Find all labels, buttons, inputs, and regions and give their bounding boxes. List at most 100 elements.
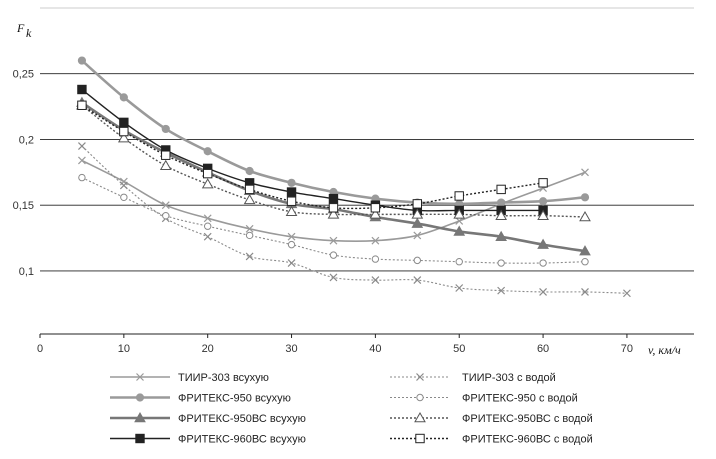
data-point — [579, 245, 591, 256]
tick-labels: 0,1 0,15 0,2 0,25 0 10 20 30 40 50 60 70 — [13, 69, 633, 355]
data-point — [580, 193, 590, 202]
data-point — [202, 168, 213, 179]
data-point — [203, 147, 212, 156]
legend-marker — [416, 373, 424, 381]
legend: ТИИР-303 всухую ФРИТЕКС-950 всухую ФРИТЕКС… — [110, 372, 593, 446]
data-point — [287, 178, 296, 187]
data-point — [161, 150, 171, 160]
data-point — [413, 276, 422, 285]
series-line — [81, 59, 586, 206]
data-point — [453, 208, 466, 219]
data-point — [287, 232, 296, 241]
legend-label: ФРИТЕКС-950 всухую — [178, 393, 291, 405]
legend-marker — [414, 411, 426, 423]
data-point — [369, 208, 382, 219]
data-point — [455, 284, 464, 292]
data-point — [413, 231, 422, 240]
x-tick-label: 30 — [285, 343, 297, 355]
data-point — [119, 177, 128, 186]
axes — [40, 7, 694, 335]
series-lines — [81, 59, 627, 294]
data-point — [78, 173, 86, 182]
legend-label: ФРИТЕКС-960ВС всухую — [178, 434, 306, 446]
data-point — [538, 178, 548, 188]
legend-marker — [135, 433, 145, 444]
data-point — [329, 273, 338, 282]
data-point — [411, 208, 424, 219]
data-point — [119, 126, 129, 137]
data-point — [455, 258, 463, 266]
y-tick-label: 0,2 — [19, 134, 34, 146]
data-point — [286, 187, 297, 197]
data-point — [453, 225, 466, 236]
x-axis-title: v, км/ч — [648, 343, 681, 357]
legend-marker — [415, 433, 425, 444]
x-tick-label: 0 — [37, 343, 43, 355]
legend-marker — [134, 411, 146, 423]
data-point — [539, 288, 548, 296]
data-point — [496, 184, 506, 195]
data-point — [539, 259, 547, 267]
data-point — [622, 289, 631, 298]
data-point — [371, 276, 380, 285]
series-line — [81, 104, 544, 210]
x-tick-label: 50 — [453, 343, 465, 355]
legend-label: ФРИТЕКС-950ВС с водой — [462, 413, 593, 425]
data-point — [497, 198, 506, 207]
y-axis-title: F — [16, 21, 25, 35]
x-tick-label: 60 — [537, 343, 549, 355]
data-point — [203, 222, 212, 230]
data-point — [120, 193, 128, 201]
data-point — [412, 199, 423, 209]
data-point — [77, 156, 86, 165]
data-point — [245, 252, 254, 261]
legend-marker — [416, 393, 424, 402]
data-point — [162, 211, 170, 220]
data-point — [329, 236, 338, 245]
data-point — [329, 251, 338, 259]
y-tick-label: 0,1 — [19, 266, 34, 278]
data-point — [537, 209, 549, 220]
data-point — [538, 197, 548, 206]
x-tick-label: 20 — [202, 343, 214, 355]
data-point — [579, 211, 591, 222]
data-point — [581, 168, 589, 177]
data-point — [203, 232, 212, 241]
data-point — [244, 184, 255, 195]
legend-label: ФРИТЕКС-950 с водой — [462, 393, 578, 405]
legend-marker — [136, 373, 144, 381]
data-point — [201, 178, 214, 189]
data-point — [328, 193, 339, 204]
legend-marker — [135, 393, 145, 402]
data-point — [119, 117, 129, 128]
data-point — [119, 181, 128, 190]
legend-label: ФРИТЕКС-960ВС с водой — [462, 434, 593, 446]
data-point — [537, 238, 549, 249]
y-tick-label: 0,25 — [13, 69, 34, 81]
data-point — [77, 100, 87, 110]
data-point — [497, 259, 505, 267]
data-point — [245, 231, 254, 240]
data-point — [371, 236, 380, 245]
series-line — [81, 101, 586, 253]
data-point — [243, 193, 256, 205]
data-point — [328, 203, 339, 213]
data-point — [77, 84, 87, 95]
data-point — [77, 142, 86, 150]
legend-label: ФРИТЕКС-950ВС всухую — [178, 413, 306, 425]
series-markers — [76, 56, 631, 298]
data-point — [413, 256, 422, 265]
y-tick-label: 0,15 — [13, 200, 34, 212]
x-tick-label: 70 — [621, 343, 633, 355]
data-point — [371, 255, 380, 263]
data-point — [245, 224, 254, 233]
data-point — [495, 209, 508, 220]
data-point — [285, 205, 298, 216]
data-point — [117, 132, 130, 143]
data-point — [119, 93, 128, 102]
y-axis-title-sub: k — [26, 26, 32, 40]
series-line — [81, 88, 544, 212]
data-point — [581, 258, 589, 266]
x-tick-label: 10 — [118, 343, 130, 355]
